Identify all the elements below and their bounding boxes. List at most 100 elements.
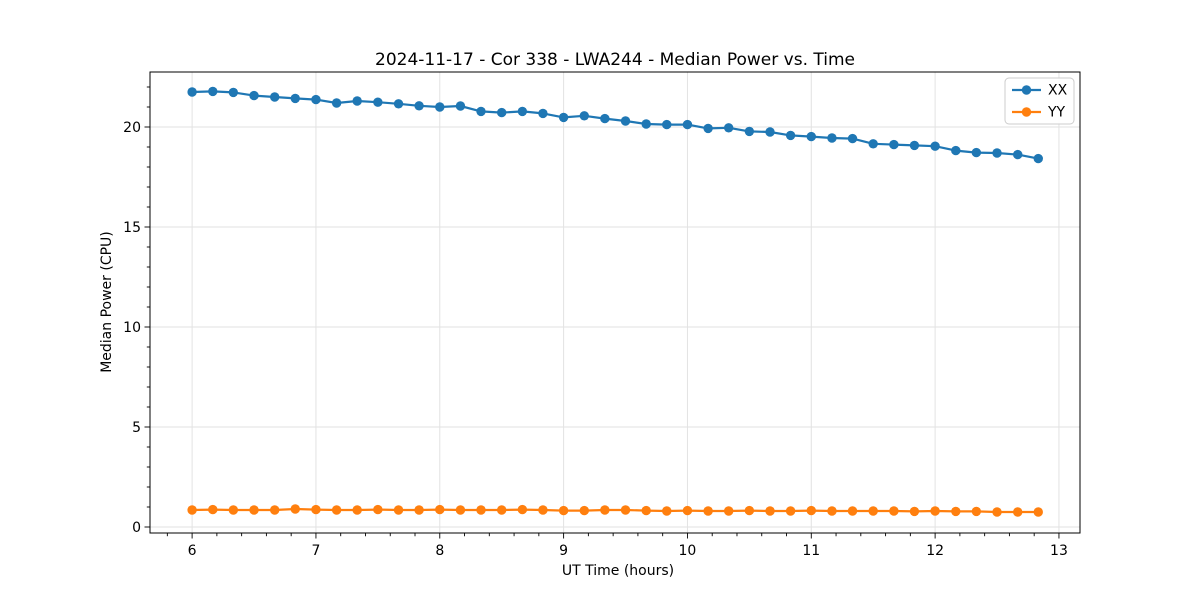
data-point-yy bbox=[290, 504, 300, 514]
x-tick-label-9: 9 bbox=[559, 543, 568, 559]
data-point-xx bbox=[682, 119, 693, 130]
data-point-xx bbox=[228, 87, 239, 98]
data-point-xx bbox=[579, 111, 589, 121]
data-point-xx bbox=[662, 119, 672, 130]
legend-entry-yy: YY bbox=[1012, 105, 1066, 121]
data-point-xx bbox=[187, 87, 197, 97]
x-tick-label-10: 10 bbox=[679, 543, 697, 559]
data-point-yy bbox=[889, 506, 899, 516]
data-point-yy bbox=[476, 505, 486, 515]
data-point-yy bbox=[868, 506, 878, 516]
data-point-xx bbox=[455, 101, 466, 111]
data-point-xx bbox=[806, 131, 816, 142]
data-point-yy bbox=[992, 507, 1002, 517]
data-point-xx bbox=[951, 145, 961, 156]
data-point-xx bbox=[889, 139, 899, 150]
data-point-xx bbox=[620, 116, 631, 126]
tick-layer bbox=[144, 86, 1060, 539]
data-point-xx bbox=[311, 94, 321, 105]
data-point-xx bbox=[1033, 153, 1043, 164]
data-point-yy bbox=[311, 504, 321, 515]
data-point-xx bbox=[517, 106, 528, 117]
data-point-yy bbox=[930, 506, 940, 516]
data-point-xx bbox=[1013, 149, 1023, 160]
x-axis-label: UT Time (hours) bbox=[562, 563, 674, 579]
data-point-yy bbox=[558, 505, 569, 516]
x-tick-label-7: 7 bbox=[311, 543, 320, 559]
data-point-xx bbox=[435, 102, 445, 112]
tick-label-layer: 6 7 8 9 10 11 12 13 0 5 10 15 20 bbox=[123, 120, 1068, 559]
data-point-yy bbox=[331, 505, 342, 515]
data-point-yy bbox=[951, 506, 961, 517]
data-point-xx bbox=[270, 92, 280, 102]
data-point-xx bbox=[249, 90, 259, 101]
data-point-yy bbox=[496, 505, 507, 515]
data-point-yy bbox=[971, 506, 982, 517]
data-point-yy bbox=[517, 504, 528, 515]
data-point-yy bbox=[682, 505, 693, 516]
data-point-yy bbox=[723, 506, 734, 516]
data-point-yy bbox=[228, 505, 239, 515]
data-point-yy bbox=[414, 505, 424, 515]
series-layer bbox=[187, 86, 1043, 517]
y-tick-label-10: 10 bbox=[123, 320, 141, 336]
data-point-yy bbox=[455, 505, 466, 515]
data-point-xx bbox=[703, 123, 713, 134]
data-point-yy bbox=[827, 506, 837, 516]
series-xx bbox=[187, 86, 1043, 164]
data-point-xx bbox=[414, 101, 424, 111]
data-point-yy bbox=[270, 505, 280, 515]
data-point-yy bbox=[600, 505, 610, 515]
data-point-xx bbox=[847, 133, 858, 144]
data-point-yy bbox=[641, 505, 651, 516]
x-tick-label-8: 8 bbox=[435, 543, 444, 559]
data-point-yy bbox=[703, 506, 713, 516]
legend-entry-xx: XX bbox=[1012, 83, 1068, 99]
y-tick-label-15: 15 bbox=[123, 220, 141, 236]
data-point-xx bbox=[992, 148, 1002, 158]
data-point-xx bbox=[393, 99, 404, 109]
data-point-yy bbox=[249, 505, 259, 515]
data-point-yy bbox=[785, 506, 796, 516]
data-point-xx bbox=[827, 133, 837, 143]
legend-marker-yy bbox=[1021, 107, 1032, 117]
data-point-yy bbox=[352, 505, 362, 515]
grid-layer bbox=[150, 72, 1080, 533]
data-point-yy bbox=[744, 505, 755, 516]
data-point-xx bbox=[496, 107, 507, 118]
data-point-xx bbox=[600, 113, 610, 124]
data-point-yy bbox=[187, 505, 197, 515]
data-point-yy bbox=[765, 506, 775, 516]
data-point-xx bbox=[971, 147, 982, 158]
data-point-xx bbox=[744, 126, 755, 137]
x-tick-label-12: 12 bbox=[926, 543, 944, 559]
data-point-yy bbox=[1033, 507, 1043, 517]
data-point-xx bbox=[208, 86, 218, 97]
data-point-xx bbox=[868, 139, 878, 149]
chart-title: 2024-11-17 - Cor 338 - LWA244 - Median P… bbox=[375, 50, 855, 70]
data-point-yy bbox=[208, 504, 218, 515]
y-tick-label-5: 5 bbox=[132, 420, 141, 436]
data-point-xx bbox=[909, 140, 920, 151]
data-point-yy bbox=[393, 505, 404, 515]
x-tick-label-13: 13 bbox=[1050, 543, 1068, 559]
data-point-xx bbox=[765, 127, 775, 137]
data-point-yy bbox=[806, 505, 816, 516]
data-point-xx bbox=[352, 96, 362, 106]
data-point-xx bbox=[290, 93, 300, 104]
data-point-yy bbox=[538, 505, 548, 515]
legend-label-xx: XX bbox=[1048, 83, 1068, 99]
data-point-yy bbox=[662, 506, 672, 516]
data-point-xx bbox=[476, 106, 486, 117]
data-point-xx bbox=[930, 141, 940, 151]
data-point-xx bbox=[785, 130, 796, 141]
legend-label-yy: YY bbox=[1047, 105, 1066, 121]
data-point-yy bbox=[373, 504, 383, 515]
plot-border bbox=[149, 71, 1081, 534]
data-point-xx bbox=[373, 97, 383, 107]
series-yy bbox=[187, 504, 1043, 517]
y-tick-label-0: 0 bbox=[132, 520, 141, 536]
data-point-xx bbox=[723, 123, 734, 133]
